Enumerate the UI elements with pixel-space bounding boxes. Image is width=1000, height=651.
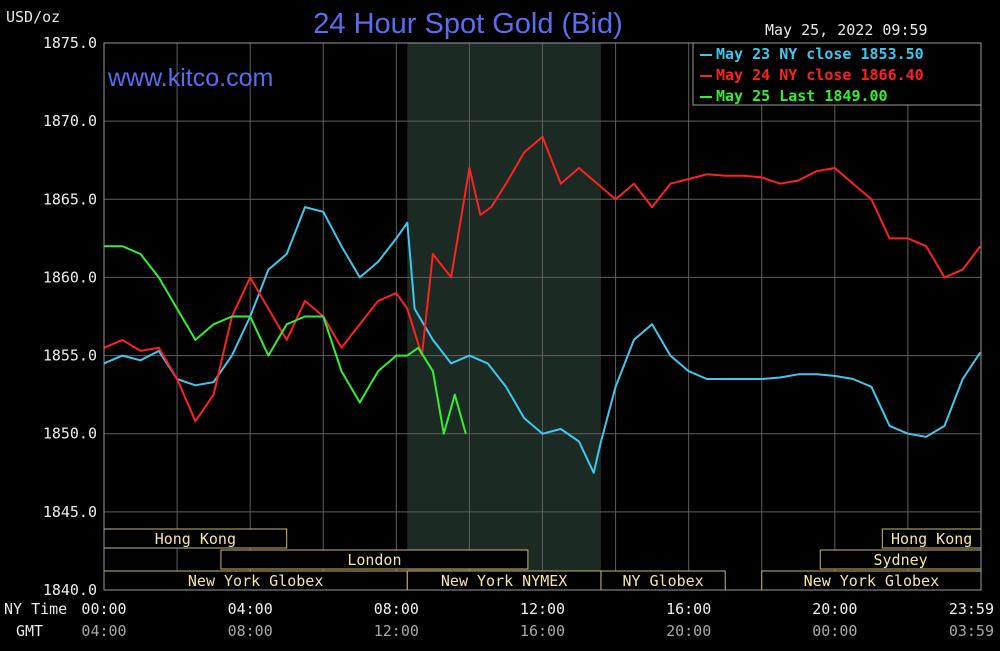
session-label: NY Globex xyxy=(622,572,703,590)
x-tick-label-ny: 00:00 xyxy=(81,600,126,618)
series-line-0 xyxy=(103,206,982,474)
session-label: New York NYMEX xyxy=(441,572,567,590)
y-axis-label: USD/oz xyxy=(6,8,60,26)
x-tick-label-gmt: 08:00 xyxy=(228,622,273,640)
y-tick-label: 1865.0 xyxy=(43,190,97,208)
timestamp: May 25, 2022 09:59 xyxy=(765,21,928,39)
x-tick-label-gmt: 12:00 xyxy=(374,622,419,640)
y-tick-label: 1875.0 xyxy=(43,34,97,52)
y-tick-label: 1870.0 xyxy=(43,112,97,130)
legend: May 23 NY close 1853.50 May 24 NY close 1… xyxy=(692,42,982,106)
y-tick-label: 1850.0 xyxy=(43,425,97,443)
series-line-1 xyxy=(103,135,982,423)
x-tick-label-gmt: 16:00 xyxy=(520,622,565,640)
x-tick-label-ny: 04:00 xyxy=(228,600,273,618)
x-row-label-gmt: GMT xyxy=(16,622,43,640)
session-label: Hong Kong xyxy=(155,530,236,548)
session-label: London xyxy=(347,551,401,569)
legend-entry: May 25 Last 1849.00 xyxy=(716,87,888,105)
session-label: New York Globex xyxy=(804,572,939,590)
session-label: New York Globex xyxy=(188,572,323,590)
session-bar xyxy=(220,549,529,570)
x-tick-label-ny: 12:00 xyxy=(520,600,565,618)
x-tick-label-gmt: 04:00 xyxy=(81,622,126,640)
x-tick-label-gmt: 00:00 xyxy=(812,622,857,640)
y-axis-ticks: 1875.0 1870.0 1865.0 1860.0 1855.0 1850.0 1845… xyxy=(43,34,97,599)
legend-entry: May 23 NY close 1853.50 xyxy=(716,45,924,63)
y-tick-label: 1860.0 xyxy=(43,268,97,286)
session-bars: Hong Kong Hong Kong London Sydney New York G… xyxy=(103,528,982,591)
x-row-label-ny: NY Time xyxy=(4,600,67,618)
nymex-shaded-region xyxy=(407,43,601,590)
x-tick-label-ny: 16:00 xyxy=(666,600,711,618)
chart-title: 24 Hour Spot Gold (Bid) xyxy=(313,8,622,40)
series-lines xyxy=(103,135,982,474)
x-tick-label-gmt: 20:00 xyxy=(666,622,711,640)
x-tick-label-ny: 08:00 xyxy=(374,600,419,618)
x-axis-ticks: 00:00 04:00 08:00 12:00 16:00 20:00 23:59 04:00… xyxy=(81,600,994,640)
y-tick-label: 1845.0 xyxy=(43,503,97,521)
x-tick-label-ny: 23:59 xyxy=(949,600,994,618)
y-tick-label: 1855.0 xyxy=(43,347,97,365)
session-label: Hong Kong xyxy=(891,530,972,548)
legend-entry: May 24 NY close 1866.40 xyxy=(716,66,924,84)
plot-frame xyxy=(103,42,982,591)
y-tick-label: 1840.0 xyxy=(43,581,97,599)
series-line-2 xyxy=(104,245,467,435)
session-label: Sydney xyxy=(874,551,928,569)
x-tick-label-ny: 20:00 xyxy=(812,600,857,618)
legend-box xyxy=(692,42,982,106)
watermark-site: www.kitco.com xyxy=(107,64,273,92)
x-tick-label-gmt: 03:59 xyxy=(949,622,994,640)
